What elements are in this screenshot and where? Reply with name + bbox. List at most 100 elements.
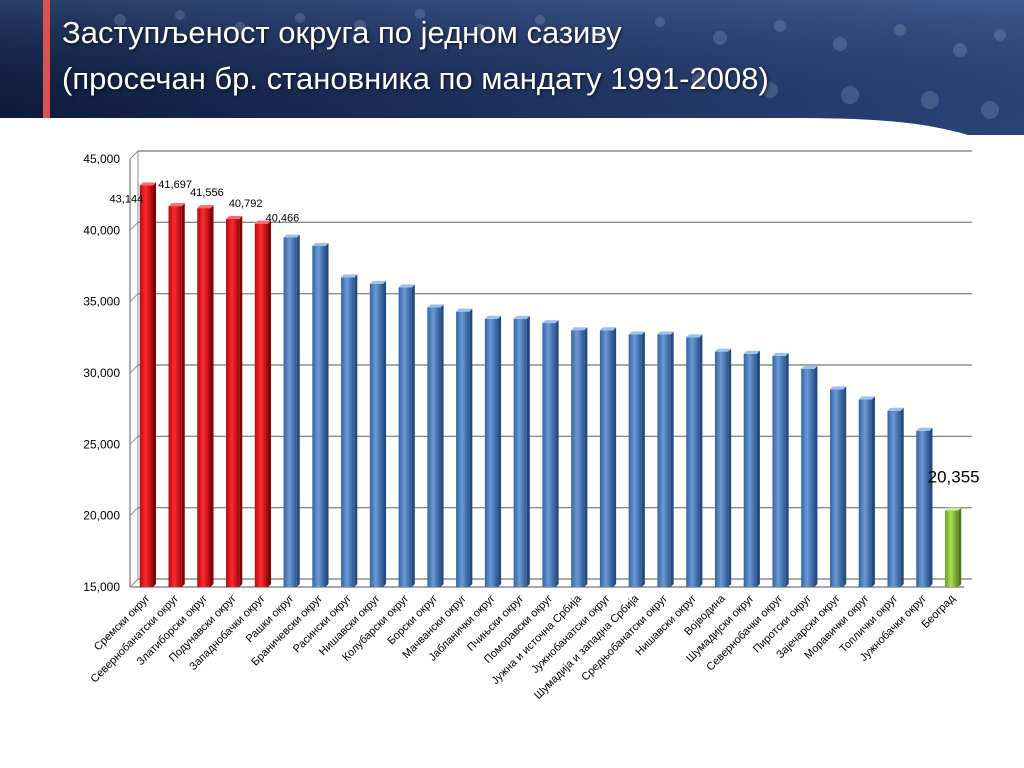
bar — [714, 348, 732, 587]
bar-side — [871, 396, 875, 587]
bar-side — [268, 220, 272, 588]
bar-front — [686, 337, 700, 587]
y-tick-label: 45,000 — [83, 152, 120, 166]
header-background — [0, 0, 1024, 135]
y-tick-label: 35,000 — [83, 295, 120, 309]
bar-front — [714, 351, 729, 587]
y-tick-label: 40,000 — [83, 223, 120, 237]
slide-header: Заступљеност округа по једном сазиву (пр… — [0, 0, 1024, 135]
bar-side — [383, 280, 387, 587]
bar-side — [440, 304, 444, 587]
bar-top — [628, 331, 645, 335]
bar — [312, 243, 329, 587]
bar — [628, 331, 645, 587]
bar — [542, 320, 559, 587]
bar-top — [168, 203, 185, 207]
y-tick-label: 20,000 — [83, 509, 120, 523]
bar-top — [714, 348, 732, 352]
bar-side — [325, 243, 329, 587]
bar-front — [887, 410, 901, 587]
bar — [916, 427, 933, 587]
bar-top — [139, 182, 156, 186]
bar — [341, 274, 358, 587]
bar-side — [756, 350, 760, 587]
bar — [226, 216, 243, 588]
bar-front — [283, 237, 297, 587]
bar-top — [254, 220, 272, 224]
bar-front — [858, 399, 872, 587]
bar-side — [699, 334, 703, 587]
bar-side — [296, 234, 300, 587]
bar — [427, 304, 444, 587]
gridline-diagonal — [129, 293, 139, 303]
bar-top — [887, 407, 904, 411]
bar-top — [801, 365, 818, 369]
bar-top — [369, 280, 387, 284]
bar-front — [254, 223, 269, 588]
bar-front — [801, 368, 815, 587]
bar — [829, 386, 847, 587]
bar-front — [139, 185, 153, 587]
bar-side — [239, 216, 243, 588]
bar-side — [641, 331, 645, 587]
bar-front — [542, 323, 556, 587]
gridline-diagonal — [129, 150, 139, 160]
bar-side — [728, 348, 732, 587]
bar-front — [772, 355, 786, 587]
bar-front — [484, 318, 499, 587]
bar-side — [958, 507, 962, 587]
bar — [197, 205, 214, 587]
slide-title-line-1: Заступљеност округа по једном сазиву — [62, 15, 622, 50]
bar-top — [542, 320, 559, 324]
bar — [456, 308, 473, 587]
gridline-diagonal — [129, 507, 139, 517]
bar-top — [686, 334, 703, 338]
title-accent-bar — [43, 0, 50, 118]
gridline-diagonal — [129, 221, 139, 231]
bar-side — [469, 308, 473, 587]
bar-front — [341, 277, 355, 587]
bar-top — [858, 396, 875, 400]
bar-front — [657, 334, 671, 587]
bar-front — [226, 219, 240, 588]
bar-front — [427, 307, 441, 587]
bar — [571, 327, 588, 587]
data-label: 41,556 — [190, 187, 224, 199]
bar-front — [571, 330, 585, 587]
bar-side — [210, 205, 214, 587]
bar-side — [498, 315, 502, 587]
y-axis-tick-labels: 15,000 20,000 25,000 30,000 35,000 40,000 45,0… — [83, 152, 120, 594]
bar-top — [571, 327, 588, 331]
bar-top — [743, 350, 760, 354]
bar — [686, 334, 703, 587]
bar-top — [829, 386, 847, 390]
bar-top — [283, 234, 300, 238]
bar-front — [168, 206, 182, 587]
bar-side — [670, 331, 674, 587]
bar — [772, 352, 789, 587]
bar-front — [456, 311, 470, 587]
bar — [139, 182, 156, 587]
bar-side — [152, 182, 156, 587]
gridline-diagonal — [129, 435, 139, 445]
y-tick-label: 30,000 — [83, 366, 120, 380]
data-label: 41,697 — [158, 179, 192, 191]
bar-front — [197, 208, 211, 587]
bar — [283, 234, 300, 587]
bar-front — [628, 334, 642, 587]
bar-top — [427, 304, 444, 308]
bar — [513, 315, 530, 587]
bar-side — [843, 386, 847, 587]
data-label: 40,792 — [229, 198, 263, 210]
bar-top — [513, 315, 530, 319]
bar-top — [456, 308, 473, 312]
bar-top — [599, 327, 617, 331]
data-label: 40,466 — [266, 213, 300, 225]
bar-side — [555, 320, 559, 587]
data-label: 43,144 — [110, 193, 144, 205]
bar — [484, 315, 502, 587]
bar — [945, 507, 962, 587]
